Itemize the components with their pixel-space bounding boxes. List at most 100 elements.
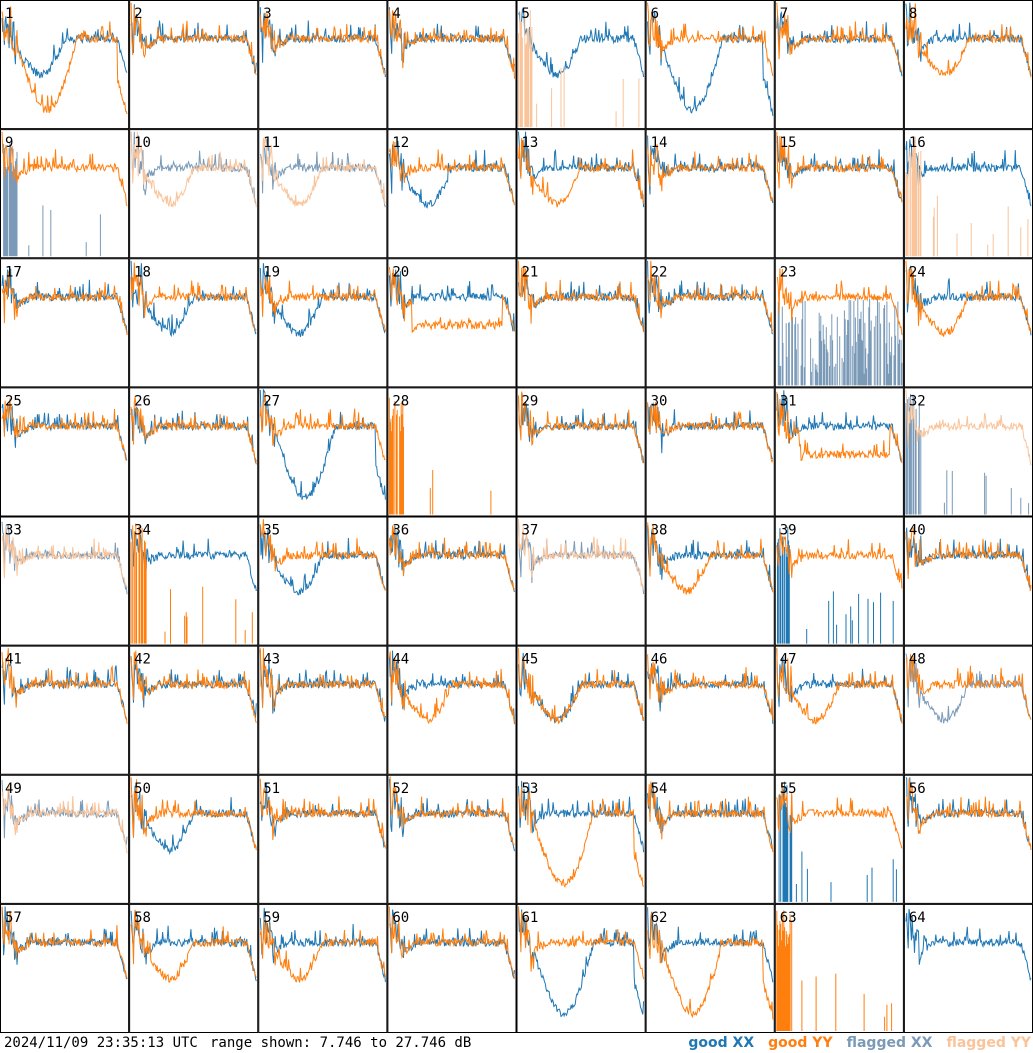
tile-frame bbox=[129, 903, 259, 1033]
series-xx-line bbox=[518, 519, 645, 595]
series-yy-line bbox=[647, 912, 774, 1020]
tile-frame bbox=[645, 0, 775, 130]
tile-frame bbox=[129, 774, 259, 904]
series-yy-line bbox=[776, 532, 903, 589]
tile-frame bbox=[0, 129, 130, 259]
tile-frame bbox=[258, 645, 388, 775]
tile-label: 44 bbox=[392, 652, 409, 668]
series-yy-line bbox=[130, 909, 257, 983]
tile-frame bbox=[0, 774, 130, 904]
tile-label: 23 bbox=[780, 264, 797, 280]
series-yy-line bbox=[130, 650, 257, 724]
series-xx-line bbox=[518, 906, 645, 1018]
tile-40: 40 bbox=[903, 516, 1033, 646]
series-xx-spikes bbox=[778, 781, 897, 902]
tile-29: 29 bbox=[516, 387, 646, 517]
series-xx-spikes bbox=[777, 526, 894, 644]
tile-20: 20 bbox=[387, 258, 517, 388]
tile-9: 9 bbox=[0, 129, 130, 259]
series-yy-line bbox=[776, 391, 903, 463]
series-yy-line bbox=[1, 271, 128, 335]
series-xx-line bbox=[259, 263, 386, 338]
tile-label: 36 bbox=[392, 523, 409, 539]
tile-frame bbox=[0, 387, 130, 517]
tile-49: 49 bbox=[0, 774, 130, 904]
tile-61: 61 bbox=[516, 903, 646, 1033]
legend-good-xx: good XX bbox=[688, 1035, 755, 1051]
series-yy-line bbox=[130, 396, 257, 465]
tile-label: 48 bbox=[909, 652, 926, 668]
tile-frame bbox=[387, 516, 517, 646]
series-yy-line bbox=[259, 12, 386, 75]
series-yy-line bbox=[518, 137, 645, 208]
tile-label: 32 bbox=[909, 393, 926, 409]
series-yy-line bbox=[905, 654, 1032, 719]
tile-50: 50 bbox=[129, 774, 259, 904]
tile-label: 14 bbox=[651, 135, 668, 151]
tile-label: 18 bbox=[134, 264, 151, 280]
tile-frame bbox=[774, 387, 904, 517]
tile-frame bbox=[129, 0, 259, 130]
tile-44: 44 bbox=[387, 645, 517, 775]
tile-label: 46 bbox=[651, 652, 668, 668]
tile-38: 38 bbox=[645, 516, 775, 646]
tile-frame bbox=[0, 903, 130, 1033]
tile-label: 31 bbox=[780, 393, 797, 409]
series-yy-line bbox=[518, 648, 645, 724]
legend-flagged-xx: flagged XX bbox=[846, 1035, 933, 1051]
series-yy-line bbox=[647, 260, 774, 332]
series-xx-line bbox=[130, 406, 257, 464]
tile-frame bbox=[0, 516, 130, 646]
series-yy-line bbox=[1, 906, 128, 979]
tile-frame bbox=[774, 258, 904, 388]
series-yy-line bbox=[647, 781, 774, 853]
series-yy-line bbox=[1, 6, 128, 115]
tile-label: 41 bbox=[5, 652, 22, 668]
series-xx-line bbox=[518, 7, 645, 79]
series-yy-line bbox=[259, 136, 386, 207]
series-yy-line bbox=[776, 2, 903, 73]
tile-label: 49 bbox=[5, 781, 22, 797]
tile-frame bbox=[387, 129, 517, 259]
tile-label: 59 bbox=[263, 910, 280, 926]
series-xx-spikes bbox=[3, 142, 101, 257]
timestamp-label: 2024/11/09 23:35:13 UTC bbox=[4, 1035, 198, 1051]
series-xx-line bbox=[647, 663, 774, 724]
tile-label: 45 bbox=[522, 652, 539, 668]
tile-frame bbox=[903, 0, 1033, 130]
tile-frame bbox=[258, 387, 388, 517]
tile-45: 45 bbox=[516, 645, 646, 775]
series-yy-line bbox=[518, 906, 645, 980]
tile-13: 13 bbox=[516, 129, 646, 259]
tile-30: 30 bbox=[645, 387, 775, 517]
tile-24: 24 bbox=[903, 258, 1033, 388]
series-yy-line bbox=[130, 2, 257, 75]
tile-7: 7 bbox=[774, 0, 904, 130]
tile-label: 22 bbox=[651, 264, 668, 280]
tile-label: 39 bbox=[780, 523, 797, 539]
series-xx-line bbox=[647, 11, 774, 116]
tile-label: 53 bbox=[522, 781, 539, 797]
series-yy-line bbox=[259, 392, 386, 461]
tile-label: 17 bbox=[5, 264, 22, 280]
tile-10: 10 bbox=[129, 129, 259, 259]
tile-label: 9 bbox=[5, 135, 13, 151]
series-yy-line bbox=[388, 906, 515, 979]
series-yy-line bbox=[647, 402, 774, 464]
tile-label: 57 bbox=[5, 910, 22, 926]
tile-41: 41 bbox=[0, 645, 130, 775]
tile-label: 19 bbox=[263, 264, 280, 280]
tile-57: 57 bbox=[0, 903, 130, 1033]
tile-18: 18 bbox=[129, 258, 259, 388]
series-xx-line bbox=[388, 269, 515, 332]
tile-frame bbox=[516, 258, 646, 388]
series-yy-line bbox=[518, 519, 644, 590]
tile-label: 62 bbox=[651, 910, 668, 926]
tile-5: 5 bbox=[516, 0, 646, 130]
series-yy-spikes bbox=[905, 136, 1029, 257]
series-yy-line bbox=[259, 648, 386, 719]
tile-frame bbox=[645, 258, 775, 388]
tile-frame bbox=[387, 774, 517, 904]
tile-label: 29 bbox=[522, 393, 539, 409]
series-yy-line bbox=[647, 144, 774, 202]
